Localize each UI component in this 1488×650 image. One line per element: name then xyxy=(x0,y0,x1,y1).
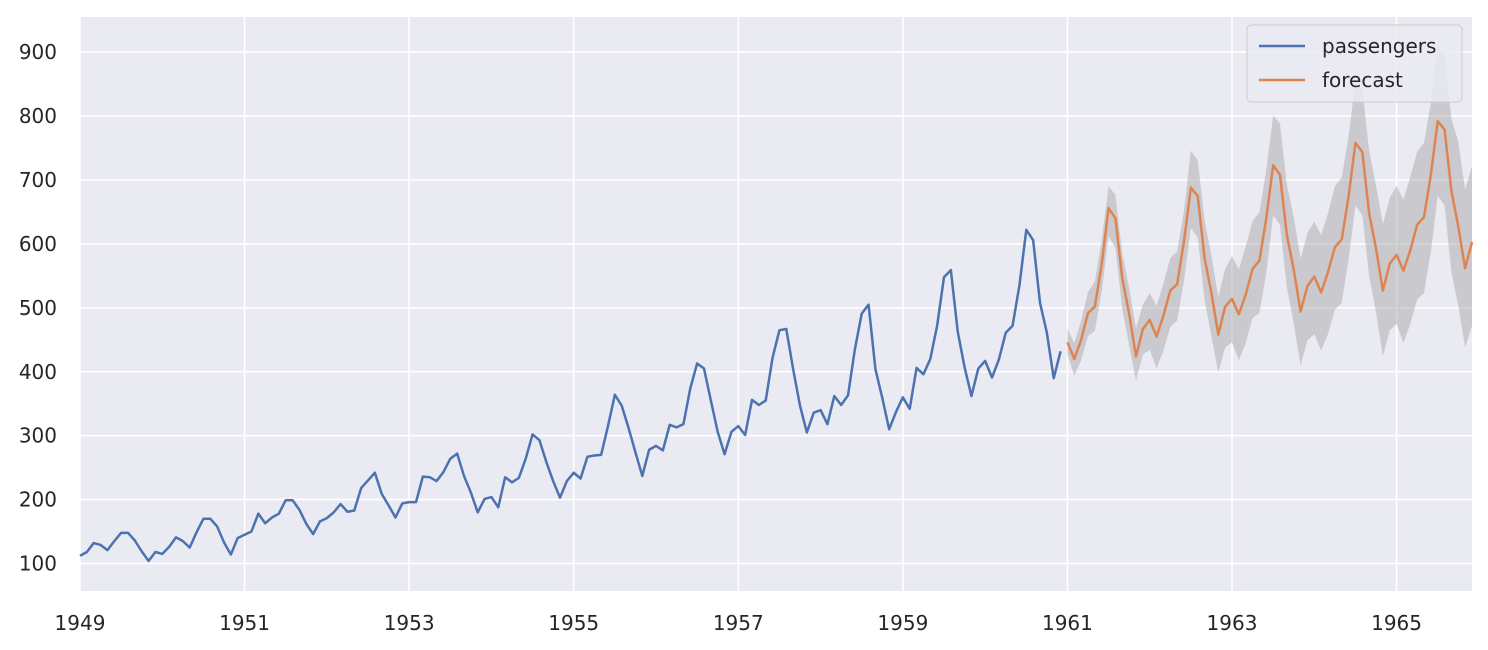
x-tick-label: 1957 xyxy=(713,611,764,635)
y-tick-label: 800 xyxy=(19,104,57,128)
y-tick-label: 100 xyxy=(19,552,57,576)
y-tick-label: 700 xyxy=(19,168,57,192)
y-tick-label: 900 xyxy=(19,40,57,64)
legend-box xyxy=(1246,24,1463,103)
legend-label-forecast: forecast xyxy=(1322,68,1403,92)
plot-background xyxy=(80,17,1472,591)
legend-label-passengers: passengers xyxy=(1322,34,1436,58)
x-tick-label: 1961 xyxy=(1042,611,1093,635)
series-line-passengers xyxy=(79,228,1062,563)
y-tick-label: 300 xyxy=(19,424,57,448)
y-tick-label: 200 xyxy=(19,488,57,512)
x-tick-label: 1953 xyxy=(384,611,435,635)
series-lines xyxy=(79,119,1474,563)
x-tick-label: 1955 xyxy=(548,611,599,635)
legend: passengers forecast xyxy=(1246,24,1463,103)
x-tick-label: 1959 xyxy=(877,611,928,635)
x-tick-label: 1965 xyxy=(1371,611,1422,635)
y-tick-label: 600 xyxy=(19,232,57,256)
series-line-forecast xyxy=(1066,119,1474,361)
x-tick-label: 1951 xyxy=(219,611,270,635)
x-axis-tick-labels: 1949 1951 1953 1955 1957 1959 1961 1963 1965 xyxy=(55,611,1422,635)
y-tick-label: 500 xyxy=(19,296,57,320)
x-tick-label: 1963 xyxy=(1207,611,1258,635)
x-tick-label: 1949 xyxy=(55,611,106,635)
y-axis-tick-labels: 100 200 300 400 500 600 700 800 900 xyxy=(19,40,57,575)
y-tick-label: 400 xyxy=(19,360,57,384)
